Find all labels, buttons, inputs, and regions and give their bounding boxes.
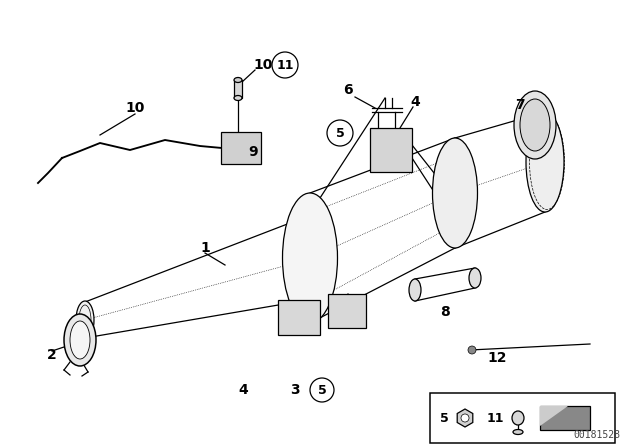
FancyBboxPatch shape	[370, 128, 412, 172]
Ellipse shape	[520, 99, 550, 151]
Text: 10: 10	[125, 101, 145, 115]
Ellipse shape	[76, 301, 94, 339]
Text: 1: 1	[200, 241, 210, 255]
Ellipse shape	[433, 138, 477, 248]
Circle shape	[461, 414, 469, 422]
Ellipse shape	[234, 95, 242, 100]
Text: 8: 8	[440, 305, 450, 319]
Ellipse shape	[526, 112, 564, 212]
Ellipse shape	[512, 411, 524, 425]
Text: 10: 10	[253, 58, 273, 72]
FancyBboxPatch shape	[328, 294, 366, 328]
Text: 11: 11	[276, 59, 294, 72]
FancyBboxPatch shape	[221, 132, 261, 164]
Text: 2: 2	[47, 348, 57, 362]
Polygon shape	[540, 406, 568, 426]
Text: 00181528: 00181528	[573, 430, 620, 440]
Circle shape	[468, 346, 476, 354]
Text: 11: 11	[486, 412, 504, 425]
Text: 6: 6	[343, 83, 353, 97]
Text: 4: 4	[410, 95, 420, 109]
Text: 7: 7	[515, 98, 525, 112]
Ellipse shape	[514, 91, 556, 159]
Polygon shape	[540, 406, 590, 430]
FancyBboxPatch shape	[278, 300, 320, 335]
Text: 3: 3	[290, 383, 300, 397]
Text: 5: 5	[335, 126, 344, 139]
Ellipse shape	[282, 193, 337, 323]
Text: 9: 9	[248, 145, 258, 159]
Text: 12: 12	[487, 351, 507, 365]
Bar	[430, 393, 615, 443]
Ellipse shape	[409, 279, 421, 301]
Text: 5: 5	[317, 383, 326, 396]
FancyBboxPatch shape	[234, 80, 242, 98]
Text: 4: 4	[238, 383, 248, 397]
Ellipse shape	[513, 430, 523, 435]
Ellipse shape	[70, 321, 90, 359]
Text: 5: 5	[440, 412, 449, 425]
Ellipse shape	[234, 78, 242, 82]
Ellipse shape	[64, 314, 96, 366]
Ellipse shape	[469, 268, 481, 288]
